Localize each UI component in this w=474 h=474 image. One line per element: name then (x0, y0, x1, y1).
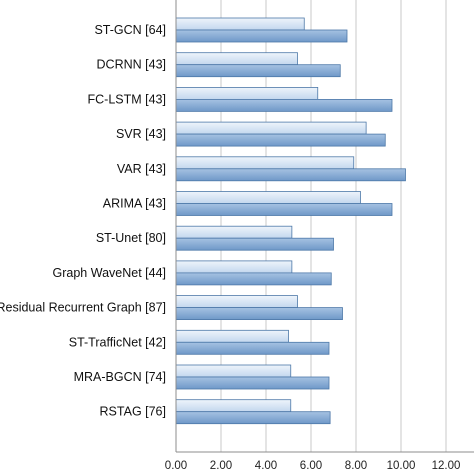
bar-dark (175, 133, 386, 147)
category-labels: ST-GCN [64] DCRNN [43] FC-LSTM [43] SVR [43… (0, 23, 166, 419)
category-label: ST-TrafficNet [42] (69, 335, 166, 349)
x-tick-labels: 0.00 2.00 4.00 6.00 8.00 10.00 12.00 (165, 460, 461, 472)
bar-dark (175, 29, 348, 43)
bar-light (175, 52, 298, 66)
category-label: ARIMA [43] (103, 197, 166, 211)
bar-dark (175, 99, 393, 112)
category-label: RSTAG [76] (100, 405, 166, 419)
category-label: DCRNN [43] (97, 58, 166, 72)
x-tick-label: 2.00 (210, 460, 232, 472)
bar-light (175, 17, 305, 31)
bar-light (175, 121, 367, 135)
category-label: MRA-BGCN [74] (74, 370, 166, 384)
bar-dark (175, 203, 393, 216)
bar-dark (175, 341, 330, 355)
bar-light (175, 295, 298, 309)
bars (175, 17, 406, 425)
x-tick-label: 0.00 (165, 460, 187, 472)
x-tick-label: 6.00 (300, 460, 322, 472)
category-label: VAR [43] (117, 162, 166, 176)
category-label: ST-Unet [80] (96, 231, 166, 245)
category-label: SVR [43] (116, 127, 166, 141)
bar-dark (175, 307, 343, 321)
category-label: Graph WaveNet [44] (53, 266, 166, 280)
category-label: ST-GCN [64] (94, 23, 166, 37)
bar-dark (175, 64, 341, 78)
bar-dark (175, 376, 330, 390)
x-tick-label: 10.00 (387, 460, 416, 472)
x-tick-label: 12.00 (432, 460, 461, 472)
bar-light (175, 329, 289, 343)
bar-light (175, 87, 319, 100)
bar-light (175, 191, 361, 204)
bar-light (175, 260, 293, 274)
x-tick-label: 8.00 (345, 460, 367, 472)
x-tick-label: 4.00 (255, 460, 277, 472)
bar-light (175, 364, 292, 378)
bar-dark (175, 411, 331, 425)
category-label: FC-LSTM [43] (88, 92, 167, 106)
bar-light (175, 399, 292, 413)
bar-dark (175, 237, 334, 251)
bar-light (175, 225, 293, 239)
bar-dark (175, 272, 332, 286)
bar-dark (175, 168, 406, 182)
axes (175, 0, 474, 453)
bar-light (175, 156, 355, 170)
category-label: Residual Recurrent Graph [87] (0, 301, 166, 315)
